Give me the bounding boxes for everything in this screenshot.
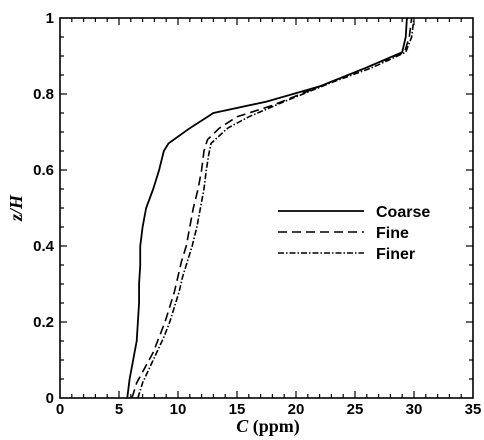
y-axis-title: z/H — [6, 194, 26, 222]
x-axis-title: C (ppm) — [236, 416, 300, 437]
y-tick-label: 0.4 — [33, 238, 55, 255]
x-tick-label: 20 — [288, 401, 305, 418]
x-tick-label: 0 — [56, 401, 64, 418]
y-tick-label: 0.6 — [33, 162, 54, 179]
x-tick-label: 30 — [406, 401, 423, 418]
x-tick-label: 5 — [115, 401, 123, 418]
y-tick-label: 0.8 — [33, 86, 54, 103]
x-tick-label: 15 — [229, 401, 246, 418]
axis-layer: 0 5 10 15 20 25 30 35 0 0.2 0.4 0.6 0.8 1 — [33, 10, 481, 418]
y-tick-label: 0.2 — [33, 314, 54, 331]
x-axis-symbol: C — [236, 416, 249, 436]
legend-label-coarse: Coarse — [376, 204, 430, 221]
y-tick-label: 1 — [46, 10, 54, 27]
y-tick-label: 0 — [46, 390, 54, 407]
series-line-fine — [131, 17, 413, 399]
series-layer — [126, 17, 415, 399]
legend-label-finer: Finer — [376, 246, 415, 263]
x-tick-label: 35 — [465, 401, 482, 418]
series-line-coarse — [126, 17, 408, 399]
x-tick-label: 25 — [347, 401, 364, 418]
legend-label-fine: Fine — [376, 225, 409, 242]
series-line-finer — [137, 17, 415, 399]
legend: Coarse Fine Finer — [278, 204, 430, 263]
x-tick-label: 10 — [170, 401, 187, 418]
x-axis-unit: (ppm) — [248, 416, 300, 437]
